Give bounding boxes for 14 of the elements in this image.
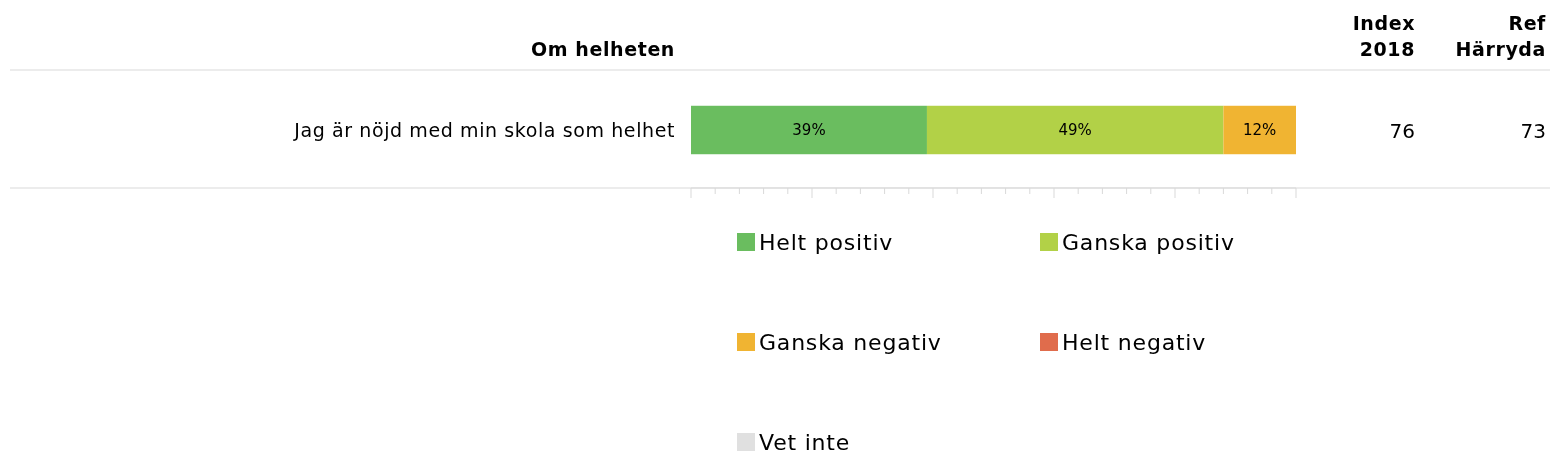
legend-label: Vet inte xyxy=(759,429,851,453)
data-label: 49% xyxy=(1058,121,1092,140)
data-label: 39% xyxy=(792,121,826,140)
legend-label: Ganska negativ xyxy=(759,329,942,355)
text: Index 2018 xyxy=(1352,12,1415,60)
y-tick-label: Jag är nöjd med min skola som helhet xyxy=(293,118,675,141)
data-label: 12% xyxy=(1243,121,1277,140)
legend-label: Helt positiv xyxy=(759,229,894,255)
legend-label: Helt negativ xyxy=(1062,329,1207,355)
chart-title: Om helheten xyxy=(531,38,675,60)
text: 73 xyxy=(1520,119,1546,143)
text: Ref Härryda xyxy=(1455,12,1547,60)
text: 76 xyxy=(1389,119,1415,143)
legend-label: Ganska positiv xyxy=(1062,229,1235,255)
